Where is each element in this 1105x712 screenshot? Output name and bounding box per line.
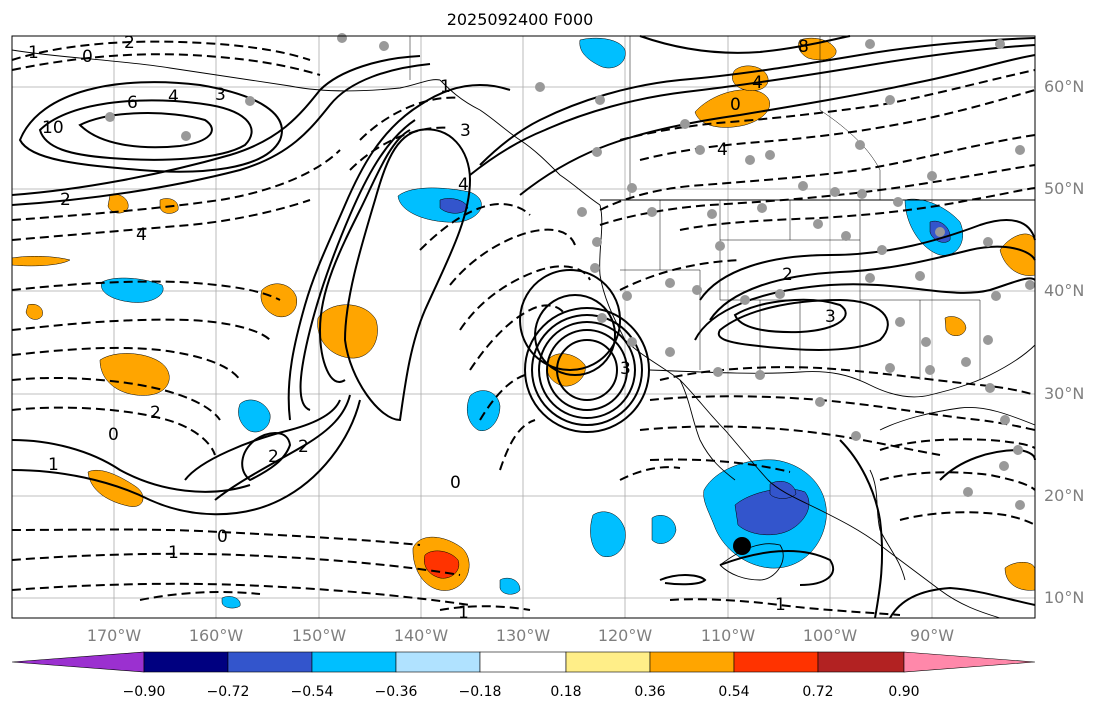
lon-label: 90°W [909,626,955,645]
colorbar [11,651,1036,673]
colorbar-tick-label: 0.54 [718,684,750,700]
warm-anomaly-patch [25,304,43,320]
plot-title: 2025092400 F000 [446,10,594,29]
contour-label: 1 [168,543,179,563]
lon-label: 120°W [597,626,653,645]
contour-label: 3 [620,359,631,379]
coastlines [11,49,1036,619]
colorbar-segment-9 [817,651,905,673]
solid-contours [11,35,1036,619]
warm-anomaly-patch [798,37,837,61]
contour-label: 0 [217,527,228,547]
cold-anomaly-patch [769,481,797,499]
colorbar-tick-label: −0.72 [206,684,250,700]
warm-anomaly-patch [694,89,770,128]
contour-label: 6 [127,93,138,113]
contour-label: 1 [775,595,786,615]
colorbar-segment-4 [395,651,481,673]
colorbar-segment-2 [227,651,313,673]
lon-label: 100°W [802,626,858,645]
colorbar-tick-label: −0.18 [458,684,502,700]
storm-center-marker [733,537,751,555]
colorbar-segment-0 [11,651,145,673]
contour-label: 2 [268,447,279,467]
cold-anomaly-patch [238,399,271,433]
contour-label: 4 [752,73,763,93]
cold-anomaly-patch [651,515,677,544]
cold-anomaly-patch [590,511,626,558]
lon-label: 140°W [393,626,449,645]
contour-label: 0 [108,425,119,445]
warm-anomaly-patch [944,316,967,336]
contour-label: 1 [48,455,59,475]
contour-label: 3 [215,85,226,105]
lon-label: 160°W [188,626,244,645]
colorbar-segment-3 [311,651,397,673]
colorbar-tick-label: 0.72 [802,684,834,700]
lon-label: 150°W [291,626,347,645]
contour-label: 2 [124,33,135,53]
contour-label: 0 [450,473,461,493]
contour-label: 3 [460,121,471,141]
cold-anomaly-patch [734,488,810,536]
contour-label: 3 [825,307,836,327]
warm-anomaly-patch [99,353,170,396]
contour-label: 2 [60,190,71,210]
warm-anomaly-patch [11,256,71,267]
contour-label: 1 [458,603,469,623]
cold-anomaly-patch [101,277,164,303]
lat-label: 20°N [1044,486,1085,505]
contour-label: 2 [298,437,309,457]
lon-label: 110°W [700,626,756,645]
colorbar-tick-label: 0.90 [888,684,920,700]
colorbar-tick-label: −0.54 [290,684,334,700]
contour-label: 2 [150,403,161,423]
contour-label-layer: 10 6 4 3 2 1 0 8 4 2 1 0 4 3 2 1 0 4 3 2… [28,33,836,623]
lat-label: 30°N [1044,384,1085,403]
contour-label: 0 [82,47,93,67]
cold-anomaly-patch [467,390,501,432]
colorbar-segment-5 [479,651,567,673]
contour-label: 0 [730,95,741,115]
colorbar-segment-1 [143,651,229,673]
contour-label: 4 [717,140,728,160]
colorbar-segment-7 [649,651,735,673]
cold-anomaly-patch [499,577,521,595]
contour-label: 1 [440,77,451,97]
colorbar-segment-8 [733,651,819,673]
contour-label: 4 [458,175,469,195]
contour-label: 4 [168,87,179,107]
colorbar-tick-label: −0.90 [122,684,166,700]
contour-label: 8 [798,37,809,57]
cold-anomaly-patch [439,198,469,214]
colorbar-segment-6 [565,651,651,673]
lat-label: 10°N [1044,588,1085,607]
map-frame [11,35,1036,619]
lat-label: 60°N [1044,77,1085,96]
colorbar-tick-label: 0.18 [550,684,582,700]
lat-label: 50°N [1044,179,1085,198]
colorbar-segment-10 [903,651,1036,673]
contour-label: 4 [136,225,147,245]
contour-label: 2 [782,265,793,285]
colorbar-tick-label: −0.36 [374,684,418,700]
colorbar-tick-label: 0.36 [634,684,666,700]
cold-anomaly-patch [579,37,626,69]
cold-anomaly-patch [221,596,241,609]
lon-label: 130°W [495,626,551,645]
contour-label: 1 [28,43,39,63]
lat-label: 40°N [1044,281,1085,300]
warm-anomaly-patch [87,470,144,507]
lon-label: 170°W [86,626,142,645]
contour-label: 10 [42,118,64,138]
